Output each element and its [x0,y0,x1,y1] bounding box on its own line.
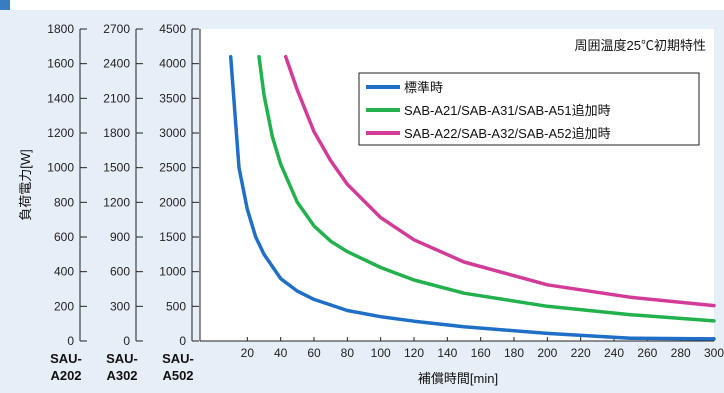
condition-note: 周囲温度25℃初期特性 [575,38,706,53]
y-tick-label: 1200 [103,195,130,209]
x-tick-label: 240 [604,346,624,360]
y-tick-label: 1500 [103,161,130,175]
y-tick-label: 1500 [159,230,186,244]
model-label-line1: SAU- [162,351,194,366]
model-label-line1: SAU- [50,351,82,366]
y-tick-label: 4000 [159,57,186,71]
title-bar-strip [10,0,724,10]
model-label-line2: A502 [162,368,193,383]
x-tick-label: 20 [241,346,255,360]
y-tick-label: 600 [54,230,74,244]
x-axis-title: 補償時間[min] [418,371,498,386]
x-tick-label: 140 [437,346,457,360]
series-lines [228,54,716,341]
y-tick-label: 400 [54,265,74,279]
legend-label-1: 標準時 [404,80,443,95]
x-tick-label: 160 [471,346,491,360]
y-tick-label: 1800 [103,126,130,140]
x-tick-label: 120 [404,346,424,360]
y-tick-label: 2400 [103,57,130,71]
y-axis-3: 0 500 1000 1500 2000 2500 3000 3500 4000 4500 [159,22,199,348]
x-tick-label: 260 [637,346,657,360]
y-tick-label: 1600 [47,57,74,71]
y-tick-label: 4500 [159,22,186,36]
y-axis-2: 0 300 600 900 1200 1500 1800 2100 2400 2700 [103,22,143,348]
series-line-1 [228,54,716,341]
y-tick-label: 1200 [47,126,74,140]
y-tick-label: 600 [110,265,130,279]
y-axis-1: 0 200 400 600 800 1000 1200 1400 1600 1800 [47,22,87,348]
model-labels: SAU- A202 SAU- A302 SAU- A502 [50,351,194,383]
y-tick-label: 1800 [47,22,74,36]
y-tick-label: 0 [67,334,74,348]
legend-label-3: SAB-A22/SAB-A32/SAB-A52追加時 [404,126,611,141]
model-label-line1: SAU- [106,351,138,366]
y-tick-label: 1000 [159,265,186,279]
series-line-2 [257,54,716,323]
series-line-3 [283,54,716,308]
y-tick-label: 900 [110,230,130,244]
y-tick-label: 200 [54,299,74,313]
x-tick-label: 180 [504,346,524,360]
y-axis-title: 負荷電力[W] [18,149,33,221]
y-tick-label: 0 [179,334,186,348]
x-tick-label: 40 [274,346,288,360]
legend: 標準時 SAB-A21/SAB-A31/SAB-A51追加時 SAB-A22/SAB… [358,72,700,146]
y-tick-label: 300 [110,299,130,313]
y-tick-label: 500 [166,299,186,313]
y-axes: 0 200 400 600 800 1000 1200 1400 1600 1800 0 300 600… [47,22,201,348]
x-tick-label: 60 [307,346,321,360]
model-label-line2: A302 [106,368,137,383]
x-tick-label: 80 [341,346,355,360]
x-tick-label: 280 [671,346,691,360]
x-tick-label: 200 [537,346,557,360]
y-tick-label: 1400 [47,91,74,105]
legend-box [358,72,700,146]
y-tick-label: 2000 [159,195,186,209]
x-tick-label: 300 [704,346,724,360]
x-tick-label: 100 [371,346,391,360]
legend-label-2: SAB-A21/SAB-A31/SAB-A51追加時 [404,103,611,118]
y-tick-label: 2700 [103,22,130,36]
y-tick-label: 2500 [159,161,186,175]
x-axis: 20 40 60 80 100 120 140 160 180 200 220 240 260 280 30… [241,337,724,360]
y-tick-label: 1000 [47,161,74,175]
y-tick-label: 2100 [103,91,130,105]
y-tick-label: 3500 [159,91,186,105]
model-label-line2: A202 [50,368,81,383]
x-tick-label: 220 [571,346,591,360]
section-marker [0,0,10,10]
y-tick-label: 800 [54,195,74,209]
y-tick-label: 3000 [159,126,186,140]
y-tick-label: 0 [123,334,130,348]
